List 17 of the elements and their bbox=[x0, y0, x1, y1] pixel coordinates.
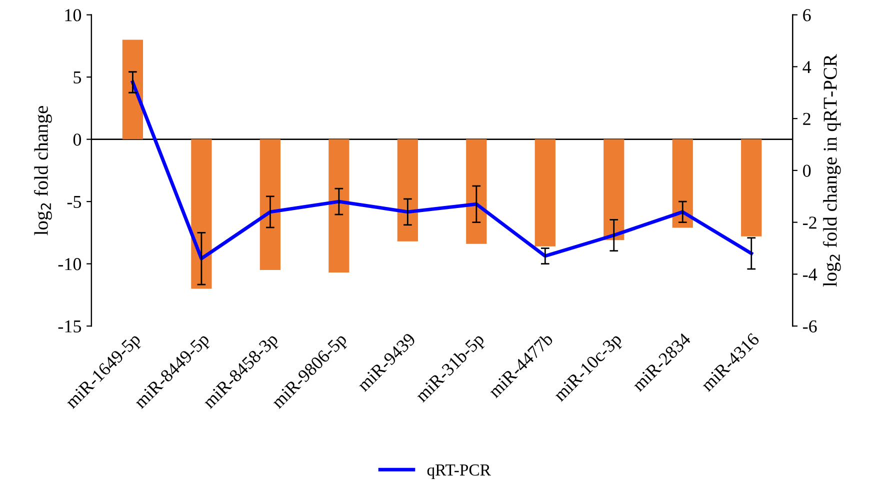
y-tick-label: -10 bbox=[58, 258, 82, 270]
y2-tick-label: 6 bbox=[803, 9, 811, 22]
y2-tick-label: 2 bbox=[803, 112, 810, 125]
y2-tick-label: -6 bbox=[803, 320, 817, 332]
y2-tick-label: 0 bbox=[803, 164, 811, 177]
y-tick-label: -5 bbox=[67, 196, 82, 208]
y-tick-label: 0 bbox=[73, 134, 82, 146]
line-series bbox=[130, 80, 754, 260]
y-tick-label: -15 bbox=[58, 320, 82, 332]
y-tick-label: 10 bbox=[65, 9, 82, 22]
legend-label: qRT-PCR bbox=[427, 464, 491, 479]
y-axis-title: log$_{2}$ fold change bbox=[34, 106, 52, 236]
y2-axis-title: log$_{2}$ fold change in qRT-PCR bbox=[822, 54, 841, 287]
y2-tick-label: 4 bbox=[802, 61, 812, 73]
y2-tick-label: -4 bbox=[803, 268, 818, 280]
y2-tick-label: -2 bbox=[803, 216, 816, 229]
y-tick-label: 5 bbox=[74, 72, 82, 84]
